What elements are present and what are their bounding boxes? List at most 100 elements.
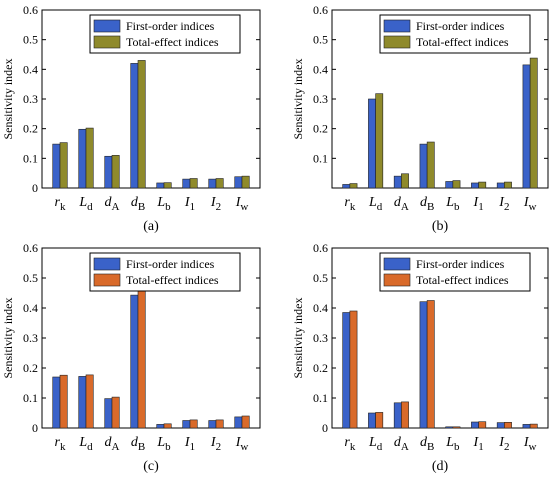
y-tick-label: 0.2 xyxy=(313,122,328,136)
x-tick-label: I1 xyxy=(473,195,484,213)
y-tick-label: 0 xyxy=(32,421,38,435)
x-tick-label: dA xyxy=(105,195,120,213)
bar-first-order xyxy=(496,182,505,189)
legend-swatch xyxy=(93,273,121,287)
bar-first-order xyxy=(368,98,376,189)
legend-entry: Total-effect indices xyxy=(416,35,509,49)
x-tick-label: dA xyxy=(105,435,120,453)
x-tick-label: dA xyxy=(394,195,409,213)
legend: First-order indices Total-effect indices xyxy=(89,252,241,292)
x-tick-label: Lb xyxy=(156,195,171,213)
bar-first-order xyxy=(52,143,61,189)
x-tick-label: Ld xyxy=(368,435,383,453)
y-tick-label: 0 xyxy=(322,421,328,435)
x-tick-label: Lb xyxy=(445,435,460,453)
bar-first-order xyxy=(419,301,428,429)
bar-total-effect xyxy=(163,182,172,189)
bar-total-effect xyxy=(241,415,250,429)
legend-entry: Total-effect indices xyxy=(126,273,219,287)
panel-label: (d) xyxy=(432,459,449,474)
bar-first-order xyxy=(522,424,531,429)
bar-total-effect xyxy=(215,419,224,429)
y-tick-label: 0.6 xyxy=(23,241,38,255)
panel-label: (a) xyxy=(143,219,159,234)
bar-first-order xyxy=(208,178,217,189)
bar-total-effect xyxy=(529,423,538,429)
bar-total-effect xyxy=(163,423,172,429)
y-tick-label: 0.6 xyxy=(23,3,38,17)
y-tick-label: 0.3 xyxy=(23,92,38,106)
bar-total-effect xyxy=(401,173,409,189)
y-tick-label: 0.5 xyxy=(23,33,38,47)
y-tick-label: 0.1 xyxy=(23,151,38,165)
x-tick-label: I2 xyxy=(210,435,221,453)
y-axis-label: Sensitivity index xyxy=(1,59,15,140)
bar-first-order xyxy=(471,182,479,189)
y-tick-label: 0.2 xyxy=(313,361,328,375)
y-tick-label: 0.2 xyxy=(23,122,38,136)
x-tick-label: rk xyxy=(55,435,66,453)
bar-total-effect xyxy=(137,290,146,429)
bar-total-effect xyxy=(401,401,409,429)
bar-first-order xyxy=(393,175,402,189)
y-tick-label: 0.6 xyxy=(313,241,328,255)
bar-first-order xyxy=(342,312,351,429)
bar-first-order xyxy=(156,182,165,189)
bar-first-order xyxy=(234,176,243,189)
y-tick-label: 0.5 xyxy=(313,271,328,285)
y-tick-label: 0.1 xyxy=(313,151,328,165)
bar-total-effect xyxy=(85,127,94,189)
bar-first-order xyxy=(182,420,191,429)
bar-total-effect xyxy=(189,178,198,189)
x-tick-label: I1 xyxy=(473,435,484,453)
legend-entry: First-order indices xyxy=(126,257,215,271)
legend-entry: Total-effect indices xyxy=(416,273,509,287)
legend-entry: First-order indices xyxy=(126,19,215,33)
x-tick-label: Lb xyxy=(156,435,171,453)
bar-first-order xyxy=(78,376,87,429)
bar-total-effect xyxy=(375,412,384,429)
bar-total-effect xyxy=(529,57,538,189)
panel-label: (c) xyxy=(143,459,159,474)
bar-total-effect xyxy=(426,300,435,429)
bar-total-effect xyxy=(137,60,146,189)
x-tick-label: dB xyxy=(420,435,434,453)
y-tick-label: 0.3 xyxy=(313,92,328,106)
bar-total-effect xyxy=(349,183,358,189)
y-tick-label: 0.6 xyxy=(313,3,328,17)
bar-total-effect xyxy=(111,155,120,189)
bar-first-order xyxy=(419,143,428,189)
bar-total-effect xyxy=(452,180,461,189)
bar-first-order xyxy=(368,412,376,429)
legend-swatch xyxy=(383,273,411,287)
legend-swatch xyxy=(93,19,121,33)
legend-swatch xyxy=(93,35,121,49)
legend-swatch xyxy=(383,257,411,271)
x-tick-label: dA xyxy=(394,435,409,453)
legend-entry: Total-effect indices xyxy=(126,35,219,49)
legend: First-order indices Total-effect indices xyxy=(379,14,531,54)
x-tick-label: dB xyxy=(131,435,145,453)
legend-entry: First-order indices xyxy=(416,257,505,271)
bar-first-order xyxy=(104,398,113,429)
bar-first-order xyxy=(342,184,351,189)
bar-first-order xyxy=(182,178,191,189)
bar-total-effect xyxy=(241,175,250,189)
bar-first-order xyxy=(234,416,243,429)
bar-first-order xyxy=(445,181,454,189)
bar-total-effect xyxy=(215,178,224,189)
bar-first-order xyxy=(78,128,87,189)
y-tick-label: 0.3 xyxy=(313,331,328,345)
bar-total-effect xyxy=(349,310,358,429)
x-tick-label: I1 xyxy=(184,435,195,453)
x-tick-label: Ld xyxy=(78,195,93,213)
bar-first-order xyxy=(445,426,454,429)
x-tick-label: I1 xyxy=(184,195,195,213)
bar-first-order xyxy=(156,424,165,429)
x-tick-label: Iw xyxy=(235,195,249,213)
bar-total-effect xyxy=(504,181,512,189)
y-tick-label: 0.2 xyxy=(23,361,38,375)
bar-total-effect xyxy=(111,396,120,429)
